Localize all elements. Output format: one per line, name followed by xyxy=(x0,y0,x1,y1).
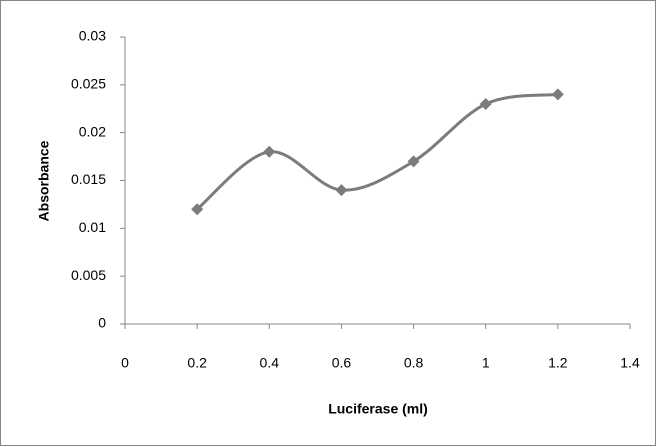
x-axis-label: Luciferase (ml) xyxy=(328,401,428,417)
x-tick-label: 0.2 xyxy=(187,355,207,371)
y-tick-label: 0.01 xyxy=(79,219,106,235)
x-tick-label: 1.4 xyxy=(620,355,640,371)
data-point xyxy=(335,184,348,197)
data-point xyxy=(551,88,564,101)
x-tick-label: 1 xyxy=(482,355,490,371)
y-tick-label: 0.005 xyxy=(71,267,106,283)
y-tick-label: 0.015 xyxy=(71,171,106,187)
data-point xyxy=(263,145,276,158)
y-axis-label: Absorbance xyxy=(36,140,52,221)
x-tick-label: 0.4 xyxy=(260,355,280,371)
y-tick-label: 0.03 xyxy=(79,28,106,44)
y-tick-label: 0 xyxy=(98,315,106,331)
y-tick-label: 0.025 xyxy=(71,76,106,92)
data-point xyxy=(407,155,420,168)
data-point xyxy=(479,97,492,110)
x-tick-label: 1.2 xyxy=(548,355,568,371)
y-tick-label: 0.02 xyxy=(79,123,106,139)
x-tick-label: 0.8 xyxy=(404,355,424,371)
x-tick-label: 0.6 xyxy=(332,355,352,371)
data-point xyxy=(191,203,204,216)
x-tick-label: 0 xyxy=(121,355,129,371)
